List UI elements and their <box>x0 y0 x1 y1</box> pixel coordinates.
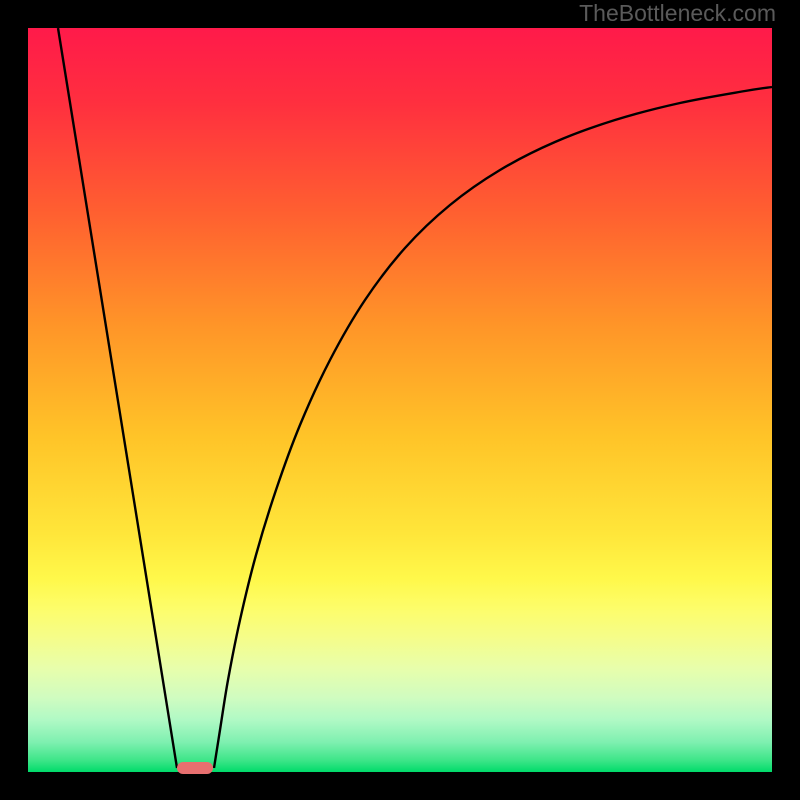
bottleneck-chart <box>0 0 800 800</box>
watermark-text: TheBottleneck.com <box>579 0 776 27</box>
chart-background-gradient <box>28 28 772 772</box>
chart-container: TheBottleneck.com <box>0 0 800 800</box>
optimal-point-marker <box>177 762 213 774</box>
